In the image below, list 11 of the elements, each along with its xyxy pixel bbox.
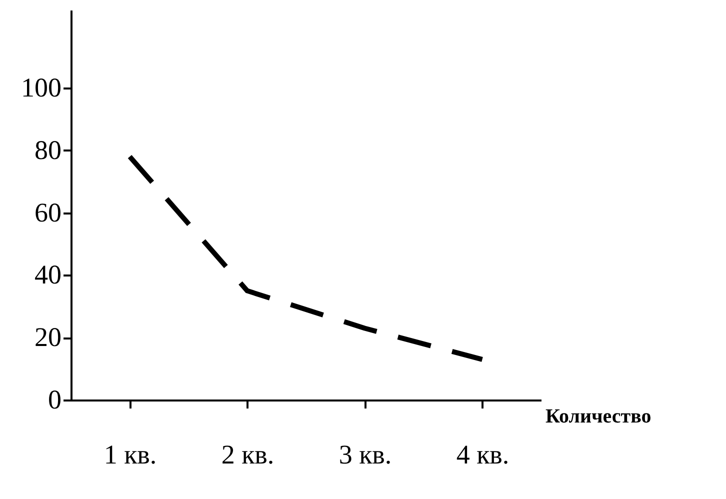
x-tick-label: 4 кв. (456, 440, 510, 470)
y-tick-label: 40 (34, 260, 62, 290)
x-axis-title: Количество (546, 406, 652, 428)
x-tick-label: 3 кв. (338, 440, 392, 470)
y-tick-label: 60 (34, 197, 62, 228)
x-tick-label: 2 кв. (221, 440, 274, 470)
y-tick-label: 0 (48, 384, 62, 414)
x-tick-label: 1 кв. (104, 440, 157, 470)
y-tick-label: 100 (21, 72, 62, 102)
y-tick-label: 20 (34, 322, 62, 352)
y-tick-label: 80 (34, 134, 62, 165)
